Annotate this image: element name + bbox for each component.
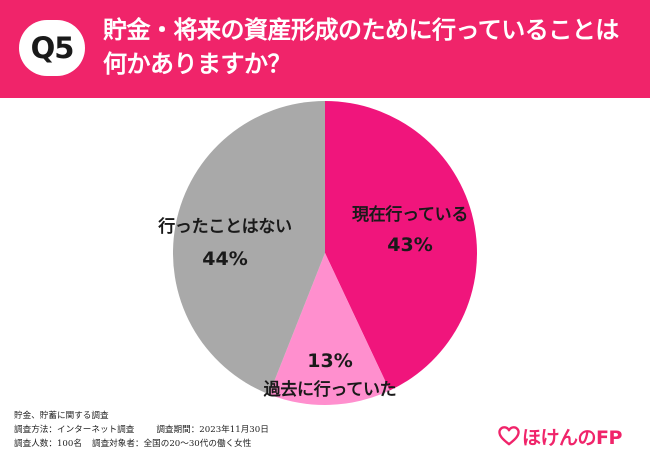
pie-slice-never-done	[172, 101, 325, 395]
survey-title: 貯金、貯蓄に関する調査	[14, 411, 109, 421]
heart-icon	[498, 426, 520, 446]
survey-target-row: 調査人数：100名 調査対象者：全国の20～30代の働く女性	[14, 437, 269, 451]
brand-logo: ほけんのFP	[498, 420, 622, 452]
survey-respondents: 調査人数：100名	[14, 439, 82, 449]
question-text: 貯金・将来の資産形成のために行っていることは 何かありますか？	[103, 13, 643, 81]
survey-method: 調査方法：インターネット調査	[14, 425, 135, 435]
slice-label-never-done: 行ったことはない	[157, 216, 292, 237]
question-badge: Q5	[19, 20, 85, 76]
survey-target: 調査対象者：全国の20～30代の働く女性	[91, 439, 252, 449]
question-line-1: 貯金・将来の資産形成のために行っていることは	[103, 16, 619, 44]
pie-labels: 現在行っている 43% 過去に行っていた 13% 行ったことはない 44%	[157, 204, 468, 400]
pie-slice-currently-doing	[325, 101, 477, 391]
slice-label-did-in-past: 過去に行っていた	[264, 379, 397, 400]
question-number: Q5	[30, 31, 75, 65]
question-line-2: 何かありますか？	[103, 50, 292, 78]
survey-footnote: 貯金、貯蓄に関する調査 調査方法：インターネット調査 調査期間：2023年11月3…	[14, 409, 269, 451]
header-banner: Q5 貯金・将来の資産形成のために行っていることは 何かありますか？	[0, 0, 650, 98]
survey-period: 調査期間：2023年11月30日	[156, 425, 269, 435]
slice-value-never-done: 44%	[202, 248, 247, 270]
slice-value-currently-doing: 43%	[387, 234, 432, 256]
pie-slice-did-in-past	[269, 253, 390, 405]
survey-method-row: 調査方法：インターネット調査 調査期間：2023年11月30日	[14, 423, 269, 437]
slice-label-currently-doing: 現在行っている	[352, 204, 468, 225]
slice-value-did-in-past: 13%	[307, 350, 352, 372]
pie-slices	[172, 101, 477, 405]
logo-text: ほけんのFP	[522, 426, 622, 449]
